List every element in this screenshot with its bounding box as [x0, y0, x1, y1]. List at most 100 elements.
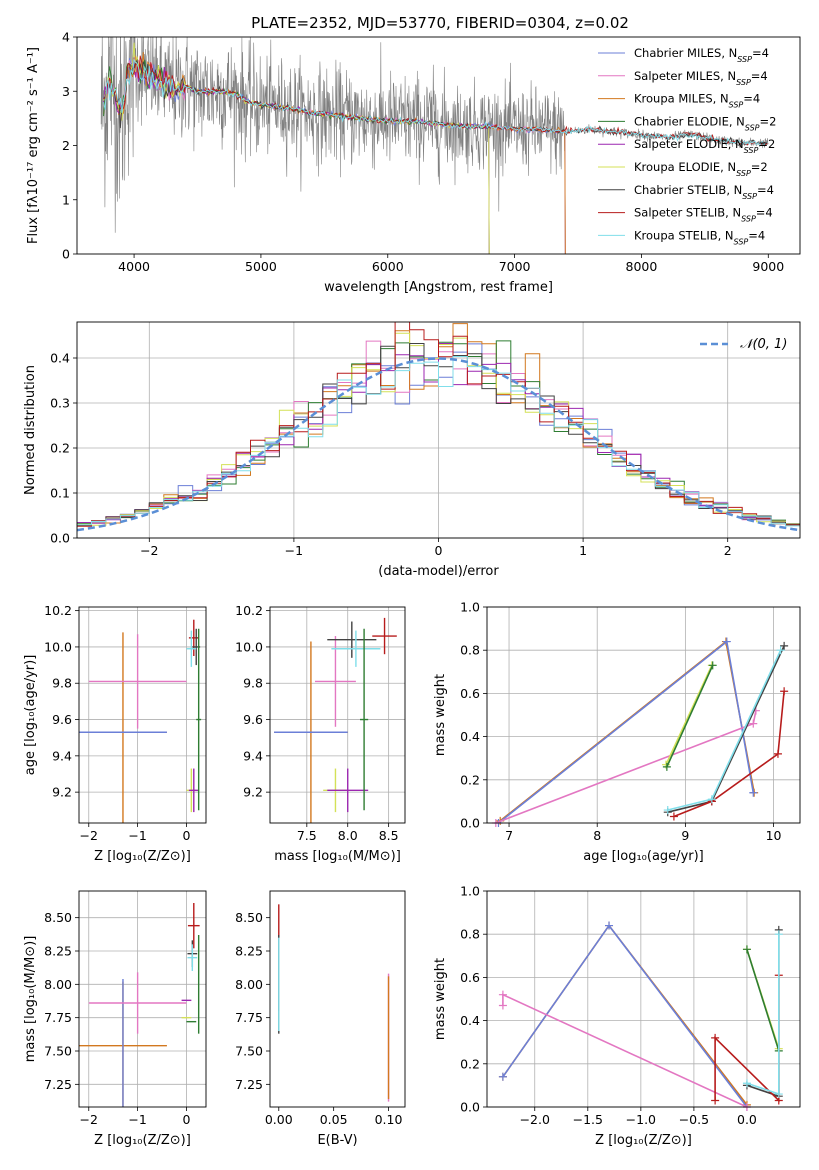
mass-vs-extinction-panel: 0.00 0.05 0.10 7.25 7.50 7.75 8.00 8.25 8.50 E(B-… [235, 890, 406, 1148]
y-axis-label: Flux [fλ10⁻¹⁷ erg cm⁻² s⁻¹ A⁻¹] [26, 47, 41, 244]
residual-histogram-panel: −2 −1 0 1 2 0.0 0.1 0.2 0.3 0.4 (data-model)/error… [23, 321, 801, 579]
y-tick-label: 0.1 [50, 486, 70, 501]
data-point-marker [669, 812, 678, 821]
y-tick-label: 0.8 [460, 927, 480, 942]
mass-weight-line [502, 924, 748, 1107]
age-vs-metallicity-panel: −2 −1 0 9.2 9.4 9.6 9.8 10.0 10.2 Z [log₁₀(Z/Z⊙)]… [23, 603, 207, 864]
y-tick-label: 0.4 [460, 729, 480, 744]
x-tick-label: 9 [681, 828, 689, 843]
data-point-marker [722, 637, 731, 646]
data-point-marker [498, 1072, 507, 1081]
y-tick-label: 0.0 [460, 816, 480, 831]
y-tick-label: 8.25 [44, 944, 72, 959]
x-tick-label: 10 [766, 828, 782, 843]
data-point-marker [742, 1079, 751, 1088]
data-point-marker [773, 749, 782, 758]
mass-weight-line [673, 691, 785, 818]
mass-weight-line [665, 664, 713, 766]
y-tick-label: 4 [62, 30, 70, 45]
x-tick-label: −1 [128, 1112, 146, 1127]
x-axis-label: mass [log₁₀(M/M⊙)] [274, 849, 401, 864]
x-tick-label: 0 [182, 828, 190, 843]
x-axis-label: (data-model)/error [378, 564, 499, 579]
y-axis-label: Normed distribution [23, 365, 38, 495]
legend: Chabrier MILES, NSSP=4 Salpeter MILES, NS… [598, 46, 776, 246]
y-axis-label: mass weight [433, 674, 448, 756]
y-tick-label: 1.0 [460, 600, 480, 615]
y-tick-label: 9.4 [243, 748, 263, 763]
legend-label: Salpeter STELIB, NSSP=4 [634, 206, 773, 224]
mass-vs-metallicity-panel: −2 −1 0 7.25 7.50 7.75 8.00 8.25 8.50 Z [log₁₀(Z/… [23, 890, 207, 1148]
y-tick-label: 1.0 [460, 884, 480, 899]
data-point-marker [663, 806, 672, 815]
x-axis-label: Z [log₁₀(Z/Z⊙)] [595, 1133, 692, 1148]
y-tick-label: 0.6 [460, 686, 480, 701]
y-tick-label: 0.4 [50, 351, 70, 366]
x-tick-label: 7000 [499, 259, 531, 274]
y-tick-label: 9.4 [52, 748, 72, 763]
axes-frame [76, 36, 801, 255]
legend-label: Chabrier ELODIE, NSSP=2 [634, 114, 776, 131]
axes-frame [76, 321, 801, 539]
y-tick-label: 0.8 [460, 643, 480, 658]
y-tick-label: 7.75 [44, 1010, 72, 1025]
y-tick-label: 3 [62, 84, 70, 99]
y-tick-label: 9.2 [243, 785, 263, 800]
data-point-marker [776, 646, 785, 655]
y-tick-label: 0.6 [460, 970, 480, 985]
mass-weight-vs-metallicity-panel: −2.0 −1.5 −1.0 −0.5 0.0 0.0 0.2 0.4 0.6 0.8 1.0 Z [… [433, 884, 801, 1148]
x-tick-label: 8000 [626, 259, 658, 274]
model-fit-line [103, 58, 768, 146]
y-tick-label: 0.0 [50, 531, 70, 546]
y-tick-label: 8.50 [44, 910, 72, 925]
y-tick-label: 9.8 [243, 676, 263, 691]
y-tick-label: 9.6 [52, 712, 72, 727]
x-tick-label: −1.5 [573, 1112, 603, 1127]
y-tick-label: 8.50 [235, 910, 263, 925]
mass-weight-line [666, 664, 714, 768]
y-tick-label: 10.0 [235, 639, 263, 654]
axes-frame [78, 890, 207, 1108]
data-point-marker [711, 1033, 720, 1042]
y-tick-label: 9.2 [52, 785, 72, 800]
x-axis-label: age [log₁₀(age/yr)] [583, 849, 704, 864]
y-tick-label: 9.6 [243, 712, 263, 727]
spectrum-panel: 4000 5000 6000 7000 8000 9000 0 1 2 3 4 wavelength … [26, 30, 801, 295]
mass-weight-line [502, 993, 748, 1107]
axes-frame [486, 890, 801, 1108]
x-tick-label: 8 [593, 828, 601, 843]
y-tick-label: 10.2 [235, 603, 263, 618]
mass-weight-line [746, 949, 780, 1052]
data-point-marker [711, 1096, 720, 1105]
x-tick-label: −2 [80, 1112, 98, 1127]
y-tick-label: 9.8 [52, 676, 72, 691]
x-tick-label: 0.05 [320, 1112, 348, 1127]
x-tick-label: 0 [182, 1112, 190, 1127]
data-point-marker [707, 795, 716, 804]
y-tick-label: 2 [62, 138, 70, 153]
data-point-marker [742, 945, 751, 954]
observed-spectrum-line [100, 37, 769, 233]
legend-label: 𝒩(0, 1) [740, 337, 787, 352]
legend-label: Salpeter MILES, NSSP=4 [634, 69, 768, 87]
x-axis-label: Z [log₁₀(Z/Z⊙)] [94, 1133, 191, 1148]
x-tick-label: 4000 [118, 259, 150, 274]
x-tick-label: 1 [579, 543, 587, 558]
legend-label: Kroupa STELIB, NSSP=4 [634, 228, 765, 246]
data-point-marker [605, 921, 614, 930]
data-point-marker [662, 762, 671, 771]
x-tick-label: −2 [140, 543, 158, 558]
legend-label: Kroupa MILES, NSSP=4 [634, 92, 760, 110]
y-tick-label: 0.4 [460, 1013, 480, 1028]
x-tick-label: −2.0 [520, 1112, 550, 1127]
x-tick-label: 8.0 [338, 828, 358, 843]
x-axis-label: wavelength [Angstrom, rest frame] [324, 280, 553, 295]
y-tick-label: 8.00 [44, 977, 72, 992]
data-point-marker [780, 687, 789, 696]
y-tick-label: 7.50 [44, 1044, 72, 1059]
data-point-marker [708, 661, 717, 670]
data-point-marker [780, 641, 789, 650]
y-tick-label: 0.0 [460, 1100, 480, 1115]
x-axis-label: E(B-V) [317, 1133, 357, 1148]
